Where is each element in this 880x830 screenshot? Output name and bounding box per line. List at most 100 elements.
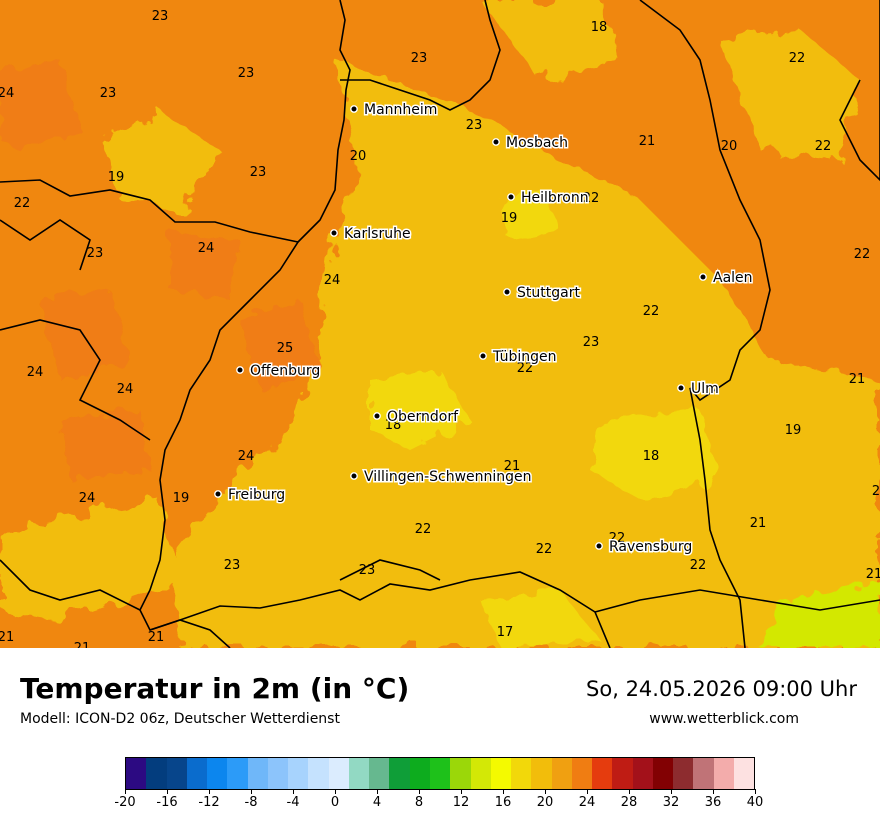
colorbar-segment: [551, 758, 572, 789]
colorbar-tick-label: 12: [452, 795, 470, 810]
colorbar-tick-label: 40: [746, 795, 764, 810]
field-24-26: [0, 60, 320, 480]
temperature-label: 23: [152, 9, 169, 24]
city-marker[interactable]: Tübingen: [479, 348, 558, 367]
city-dot: [350, 472, 358, 480]
city-marker[interactable]: Stuttgart: [503, 284, 582, 303]
footer-panel: [0, 648, 880, 830]
colorbar-tick-label: 28: [620, 795, 638, 810]
colorbar-segment: [227, 758, 248, 789]
colorbar-segment: [592, 758, 613, 789]
city-dot: [677, 384, 685, 392]
city-marker[interactable]: Mannheim: [350, 101, 439, 120]
colorbar-tick-mark: [293, 789, 294, 794]
colorbar-tick-label: 32: [662, 795, 680, 810]
colorbar-tick-label: 16: [494, 795, 512, 810]
colorbar-tick-label: 0: [330, 795, 340, 810]
colorbar-segment: [632, 758, 653, 789]
city-dot: [236, 366, 244, 374]
temperature-colorbar: [125, 757, 755, 790]
temperature-label: 23: [583, 335, 600, 350]
city-dot: [350, 105, 358, 113]
colorbar-segment: [308, 758, 329, 789]
city-label: Freiburg: [228, 487, 285, 503]
colorbar-segment: [693, 758, 714, 789]
colorbar-segment: [531, 758, 552, 789]
colorbar-tick-mark: [125, 789, 126, 794]
temperature-label: 22: [583, 191, 600, 206]
colorbar-tick-mark: [335, 789, 336, 794]
city-dot: [699, 273, 707, 281]
colorbar-segment: [571, 758, 593, 789]
colorbar-segment: [166, 758, 187, 789]
city-label: Villingen-Schwenningen: [364, 469, 532, 485]
city-marker[interactable]: Mosbach: [492, 134, 569, 153]
temperature-label: 18: [385, 418, 402, 433]
temperature-label: 23: [87, 246, 104, 261]
field-16-18: [760, 580, 880, 648]
temperature-label: 22: [536, 542, 553, 557]
city-label: Mosbach: [506, 135, 568, 151]
field-20-22: [0, 0, 880, 648]
city-dot: [492, 138, 500, 146]
colorbar-tick-mark: [251, 789, 252, 794]
city-label: Oberndorf: [387, 409, 459, 425]
colorbar-segment: [652, 758, 674, 789]
city-dot: [595, 542, 603, 550]
temperature-label: 24: [324, 273, 341, 288]
colorbar-segment: [490, 758, 512, 789]
city-dot: [330, 229, 338, 237]
city-marker[interactable]: Ravensburg: [595, 538, 694, 557]
temperature-label: 25: [277, 341, 294, 356]
temperature-label: 24: [117, 382, 134, 397]
city-marker[interactable]: Heilbronn: [507, 189, 590, 208]
city-marker[interactable]: Freiburg: [214, 486, 287, 505]
colorbar-tick-mark: [545, 789, 546, 794]
temperature-label: 19: [501, 211, 518, 226]
city-marker[interactable]: Oberndorf: [373, 408, 461, 427]
colorbar-segment: [450, 758, 471, 789]
colorbar-segment: [328, 758, 349, 789]
colorbar-segment: [348, 758, 370, 789]
temperature-label: 21: [750, 516, 767, 531]
city-dot: [214, 490, 222, 498]
colorbar-segment: [612, 758, 633, 789]
colorbar-segment: [429, 758, 451, 789]
city-marker[interactable]: Offenburg: [236, 362, 322, 381]
temperature-label: 21: [504, 459, 521, 474]
colorbar-tick-label: 24: [578, 795, 596, 810]
city-dot: [507, 193, 515, 201]
boundary-lines: [0, 0, 880, 648]
city-marker[interactable]: Karlsruhe: [330, 225, 412, 244]
temperature-label: 23: [224, 558, 241, 573]
website-credit[interactable]: www.wetterblick.com: [649, 711, 799, 727]
colorbar-tick-label: -8: [244, 795, 258, 810]
temperature-label: 23: [100, 86, 117, 101]
city-label: Offenburg: [250, 363, 320, 379]
map-title: Temperatur in 2m (in °C): [20, 672, 410, 705]
temperature-label: 20: [721, 139, 738, 154]
temperature-label: 21: [0, 630, 14, 645]
colorbar-segment: [207, 758, 228, 789]
colorbar-tick-mark: [755, 789, 756, 794]
temperature-label: 21: [639, 134, 656, 149]
city-marker[interactable]: Ulm: [677, 380, 720, 399]
temperature-label: 22: [643, 304, 660, 319]
temperature-label: 22: [690, 558, 707, 573]
colorbar-segment: [470, 758, 491, 789]
city-marker[interactable]: Aalen: [699, 269, 754, 288]
city-label: Mannheim: [364, 102, 437, 118]
temperature-label: 24: [27, 365, 44, 380]
temperature-label: 22: [789, 51, 806, 66]
temperature-label: 23: [250, 165, 267, 180]
city-marker[interactable]: Villingen-Schwenningen: [350, 468, 533, 487]
temperature-label: 20: [350, 149, 367, 164]
temperature-label: 23: [359, 563, 376, 578]
temperature-label: 18: [643, 449, 660, 464]
colorbar-tick-mark: [419, 789, 420, 794]
temperature-label: 21: [148, 630, 165, 645]
forecast-datetime: So, 24.05.2026 09:00 Uhr: [586, 677, 857, 701]
colorbar-segment: [186, 758, 208, 789]
temperature-label: 22: [815, 139, 832, 154]
